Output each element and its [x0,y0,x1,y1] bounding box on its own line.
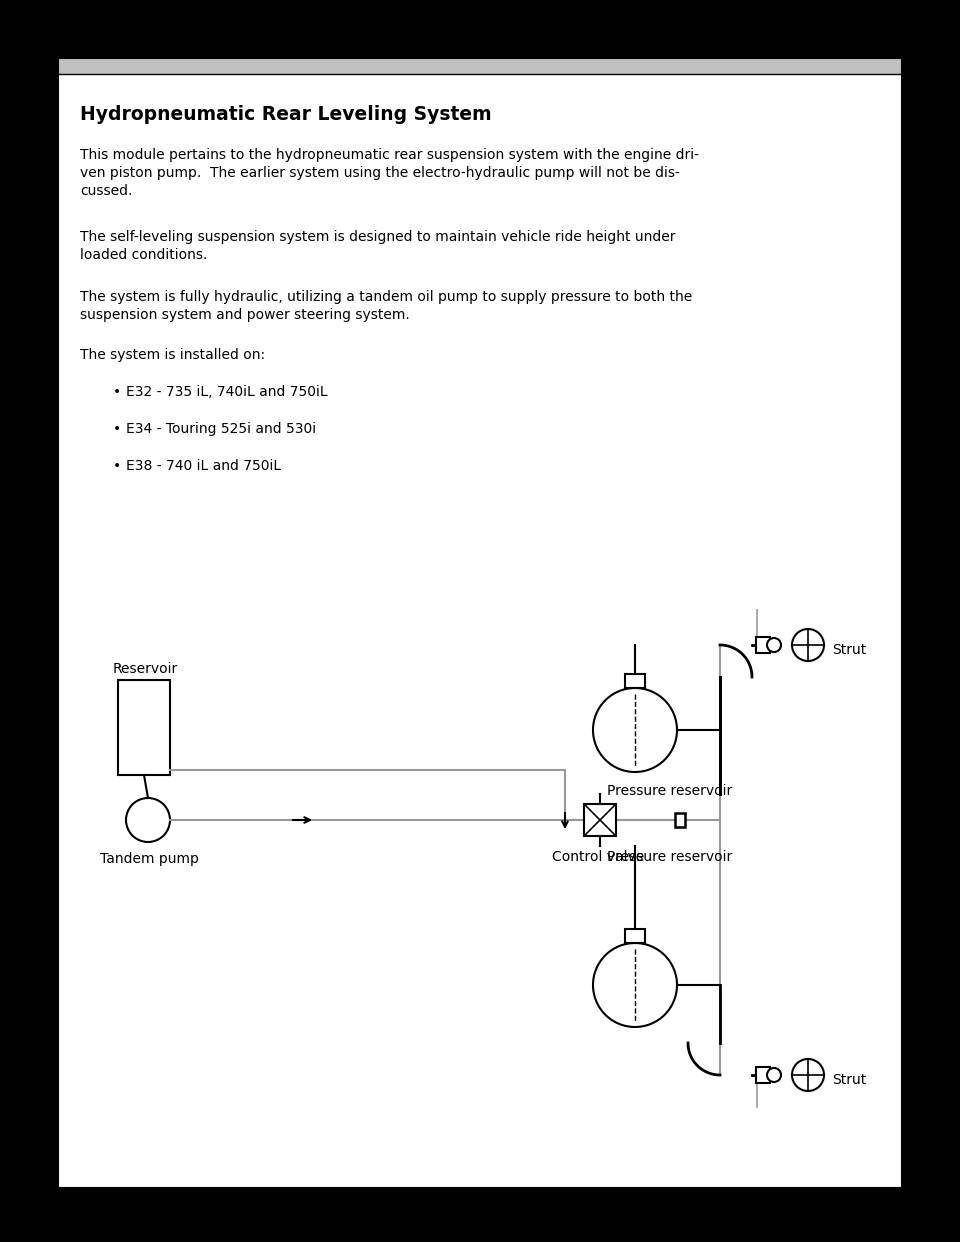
Text: The self-leveling suspension system is designed to maintain vehicle ride height : The self-leveling suspension system is d… [80,230,676,243]
Text: E32 - 735 iL, 740iL and 750iL: E32 - 735 iL, 740iL and 750iL [126,385,327,399]
Text: The system is fully hydraulic, utilizing a tandem oil pump to supply pressure to: The system is fully hydraulic, utilizing… [80,289,692,304]
Text: This module pertains to the hydropneumatic rear suspension system with the engin: This module pertains to the hydropneumat… [80,148,699,161]
Circle shape [126,799,170,842]
Circle shape [593,688,677,773]
Bar [118,681,170,775]
Text: suspension system and power steering system.: suspension system and power steering sys… [80,308,410,322]
Text: Pressure reservoir: Pressure reservoir [607,784,732,799]
Text: cussed.: cussed. [80,184,132,197]
Text: Strut: Strut [832,643,866,657]
Bar [625,929,645,943]
Circle shape [767,1068,781,1082]
Text: E34 - Touring 525i and 530i: E34 - Touring 525i and 530i [126,422,316,436]
Bar [58,58,902,1189]
Bar [756,1067,770,1083]
Circle shape [593,943,677,1027]
Bar [675,814,685,827]
Text: Hydropneumatic Rear Leveling System: Hydropneumatic Rear Leveling System [80,106,492,124]
Text: loaded conditions.: loaded conditions. [80,248,207,262]
Text: 4: 4 [80,1196,89,1210]
Text: The system is installed on:: The system is installed on: [80,348,265,361]
Text: •: • [113,460,121,473]
Circle shape [792,628,824,661]
Text: •: • [113,422,121,436]
Text: Tandem pump: Tandem pump [100,852,199,866]
Circle shape [767,638,781,652]
Bar [625,674,645,688]
Text: E38 - 740 iL and 750iL: E38 - 740 iL and 750iL [126,460,281,473]
Text: Reservoir: Reservoir [113,662,179,676]
Bar [58,58,902,75]
Text: Strut: Strut [832,1073,866,1087]
Text: Level Control Systems: Level Control Systems [80,1210,204,1220]
Text: Pressure reservoir: Pressure reservoir [607,850,732,864]
Bar [584,804,616,836]
Text: Control valve: Control valve [552,850,644,864]
Circle shape [792,1059,824,1090]
Text: ven piston pump.  The earlier system using the electro-hydraulic pump will not b: ven piston pump. The earlier system usin… [80,166,680,180]
Bar [756,637,770,653]
Text: •: • [113,385,121,399]
